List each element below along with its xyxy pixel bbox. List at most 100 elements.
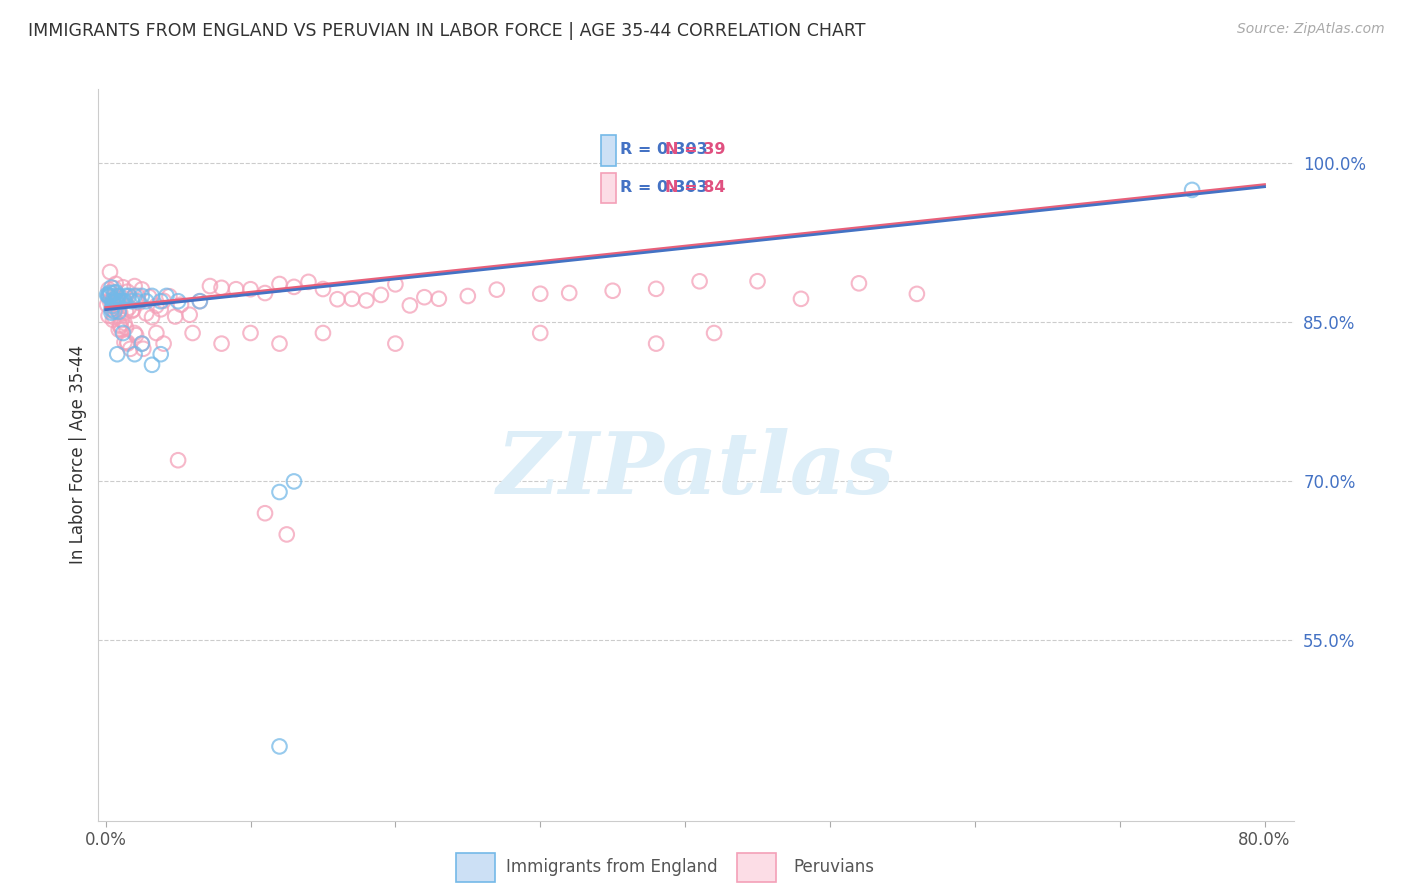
Point	[101, 304, 124, 318]
Point	[98, 285, 121, 300]
Point	[131, 289, 153, 303]
Text: IMMIGRANTS FROM ENGLAND VS PERUVIAN IN LABOR FORCE | AGE 35-44 CORRELATION CHART: IMMIGRANTS FROM ENGLAND VS PERUVIAN IN L…	[28, 22, 866, 40]
Text: Source: ZipAtlas.com: Source: ZipAtlas.com	[1237, 22, 1385, 37]
Point	[112, 280, 135, 294]
Point	[127, 289, 149, 303]
Point	[457, 289, 479, 303]
Point	[297, 275, 319, 289]
Text: Peruvians: Peruvians	[793, 858, 875, 877]
FancyBboxPatch shape	[602, 173, 616, 203]
Point	[101, 313, 124, 327]
Point	[485, 283, 508, 297]
Point	[115, 305, 138, 319]
Point	[114, 294, 136, 309]
Point	[170, 298, 193, 312]
Point	[97, 288, 120, 302]
Point	[105, 289, 128, 303]
Point	[135, 306, 157, 320]
Point	[107, 294, 129, 309]
Point	[529, 326, 551, 340]
Point	[1181, 183, 1204, 197]
Point	[108, 319, 131, 334]
Point	[326, 292, 349, 306]
Point	[101, 293, 124, 307]
Point	[98, 288, 121, 302]
Text: Immigrants from England: Immigrants from England	[506, 858, 718, 877]
Point	[100, 280, 122, 294]
Point	[848, 277, 870, 291]
Point	[124, 347, 146, 361]
Point	[97, 282, 120, 296]
Text: N = 39: N = 39	[665, 143, 725, 158]
Point	[645, 336, 668, 351]
Text: ZIPatlas: ZIPatlas	[496, 428, 896, 511]
Point	[181, 326, 204, 340]
Point	[905, 286, 928, 301]
Point	[141, 310, 163, 325]
Point	[104, 285, 127, 300]
Point	[283, 280, 305, 294]
Point	[105, 297, 128, 311]
Point	[121, 294, 143, 309]
FancyBboxPatch shape	[737, 854, 776, 881]
Point	[132, 342, 155, 356]
Point	[124, 326, 146, 340]
Point	[384, 336, 406, 351]
Point	[107, 305, 129, 319]
Point	[135, 294, 157, 309]
Point	[558, 285, 581, 300]
Point	[105, 347, 128, 361]
Point	[110, 313, 132, 327]
Point	[121, 304, 143, 318]
Point	[105, 290, 128, 304]
Point	[124, 279, 146, 293]
Point	[122, 302, 145, 317]
Point	[115, 320, 138, 334]
Point	[253, 286, 276, 301]
Point	[131, 336, 153, 351]
Point	[747, 274, 769, 288]
Text: N = 84: N = 84	[665, 180, 725, 195]
Point	[104, 277, 127, 291]
Point	[101, 299, 124, 313]
Point	[120, 342, 142, 356]
Point	[112, 326, 135, 340]
Point	[103, 295, 125, 310]
Point	[155, 289, 177, 303]
Point	[115, 289, 138, 303]
Point	[103, 304, 125, 318]
Point	[141, 289, 163, 303]
Point	[108, 305, 131, 319]
Point	[105, 290, 128, 304]
Point	[131, 336, 153, 351]
Point	[131, 282, 153, 296]
Point	[157, 289, 180, 303]
Point	[283, 475, 305, 489]
FancyBboxPatch shape	[456, 854, 495, 881]
Point	[97, 290, 120, 304]
Point	[110, 322, 132, 336]
Point	[117, 335, 139, 350]
Point	[413, 290, 436, 304]
Point	[167, 453, 190, 467]
Point	[152, 336, 174, 351]
Point	[117, 285, 139, 299]
Point	[645, 282, 668, 296]
Point	[100, 302, 122, 317]
Point	[103, 285, 125, 300]
Point	[145, 299, 167, 313]
Point	[188, 294, 211, 309]
Point	[269, 277, 291, 291]
Point	[98, 265, 121, 279]
Point	[128, 295, 150, 310]
Point	[100, 291, 122, 305]
Point	[253, 506, 276, 520]
Point	[125, 328, 148, 343]
Point	[97, 309, 120, 323]
Point	[312, 282, 335, 296]
Point	[112, 294, 135, 309]
Point	[108, 294, 131, 309]
Point	[529, 286, 551, 301]
Point	[104, 302, 127, 317]
Point	[112, 291, 135, 305]
